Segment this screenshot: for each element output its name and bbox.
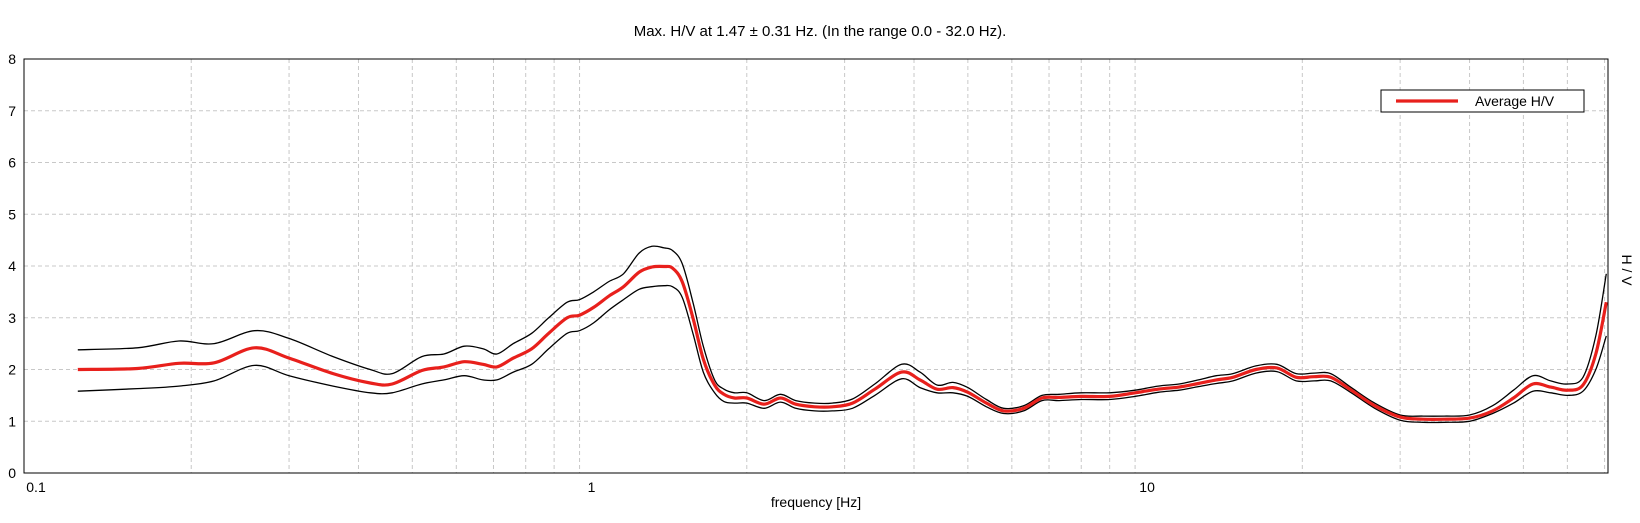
plot-area: [77, 245, 1608, 424]
legend-box: [1380, 89, 1585, 113]
grid-lines: [24, 59, 1608, 473]
y-tick-label: 8: [8, 51, 16, 67]
lower-std-line: [77, 284, 1607, 424]
y-tick-label: 4: [8, 258, 16, 274]
y-tick-label: 6: [8, 155, 16, 171]
legend: Average H/V: [1380, 89, 1585, 113]
chart-title: Max. H/V at 1.47 ± 0.31 Hz. (In the rang…: [634, 23, 1007, 40]
y-axis-label: H / V: [1619, 254, 1635, 286]
y-tick-label: 3: [8, 310, 16, 326]
average-hv-line: [77, 264, 1608, 421]
y-axis-ticks: 0 1 2 3 4 5 6 7 8: [8, 51, 16, 481]
x-tick-label: 1: [588, 479, 596, 495]
x-tick-label: 10: [1139, 479, 1155, 495]
x-axis-label: frequency [Hz]: [771, 494, 861, 510]
y-tick-label: 7: [8, 103, 16, 119]
plot-frame: [23, 58, 1609, 474]
y-tick-label: 1: [8, 413, 16, 429]
y-tick-label: 5: [8, 206, 16, 222]
y-tick-label: 2: [8, 362, 16, 378]
legend-label-average: Average H/V: [1475, 93, 1555, 109]
x-axis-ticks: 0.1 1 10: [26, 479, 1155, 495]
x-tick-label: 0.1: [26, 479, 46, 495]
y-tick-label: 0: [8, 465, 16, 481]
upper-std-line: [77, 245, 1607, 417]
